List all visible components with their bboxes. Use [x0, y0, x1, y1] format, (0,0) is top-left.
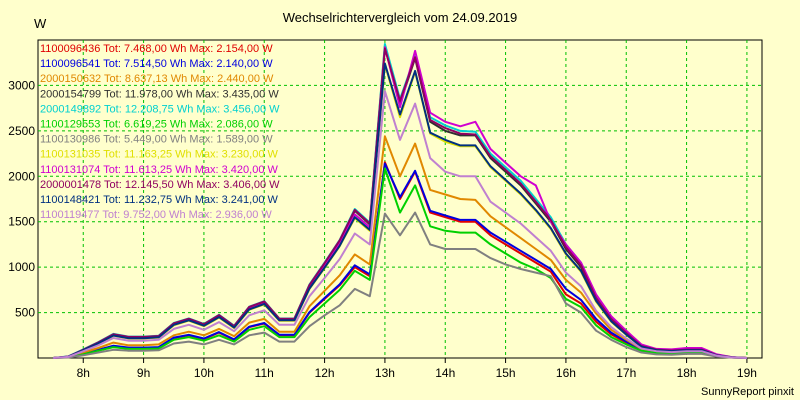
legend-entry-9: 1100131074 Tot: 11.613,25 Wh Max: 3.420,…	[40, 164, 279, 176]
legend-entry-8: 1100131035 Tot: 11.163,25 Wh Max: 3.230,…	[40, 149, 279, 161]
series-line-7	[53, 211, 747, 359]
x-tick-label: 8h	[77, 366, 90, 380]
legend-entry-2: 1100096541 Tot: 7.514,50 Wh Max: 2.140,0…	[40, 58, 273, 70]
x-tick-label: 9h	[137, 366, 150, 380]
x-tick-label: 17h	[616, 366, 636, 380]
y-tick-label: 3000	[8, 78, 35, 92]
y-tick-label: 2000	[8, 169, 35, 183]
x-tick-label: 11h	[255, 366, 274, 380]
y-tick-label: 2500	[8, 124, 35, 138]
x-tick-label: 13h	[375, 366, 395, 380]
x-tick-label: 15h	[496, 366, 516, 380]
legend-entry-11: 1100148421 Tot: 11.232,75 Wh Max: 3.241,…	[40, 194, 279, 206]
x-tick-label: 10h	[194, 366, 214, 380]
y-axis-unit-label: W	[34, 16, 47, 31]
legend-entry-10: 2000001478 Tot: 12.145,50 Wh Max: 3.406,…	[40, 179, 280, 191]
x-tick-label: 18h	[677, 366, 697, 380]
series-line-2	[53, 162, 747, 359]
x-tick-label: 19h	[737, 366, 757, 380]
legend-entry-4: 2000154799 Tot: 11.978,00 Wh Max: 3.435,…	[40, 88, 279, 100]
legend-entry-1: 1100096436 Tot: 7.468,00 Wh Max: 2.154,0…	[40, 43, 273, 55]
legend-entry-12: 1100119477 Tot: 9.752,00 Wh Max: 2.936,0…	[40, 209, 272, 221]
y-tick-label: 500	[15, 306, 35, 320]
chart-title: Wechselrichtervergleich vom 24.09.2019	[282, 10, 518, 25]
series-line-11	[53, 62, 747, 359]
x-tick-label: 16h	[556, 366, 576, 380]
x-tick-label: 14h	[435, 366, 455, 380]
legend-entry-6: 1100129553 Tot: 6.619,25 Wh Max: 2.086,0…	[40, 119, 273, 131]
x-tick-label: 12h	[315, 366, 335, 380]
footer-credit: SunnyReport pinxit	[701, 386, 794, 398]
y-tick-label: 1500	[8, 215, 35, 229]
series-line-6	[53, 167, 747, 359]
legend-entry-5: 2000149892 Tot: 12.208,75 Wh Max: 3.456,…	[40, 103, 280, 115]
legend-entry-3: 2000150632 Tot: 8.637,13 Wh Max: 2.440,0…	[40, 73, 274, 85]
series-line-12	[53, 90, 747, 359]
legend-entry-7: 1100130986 Tot: 5.449,00 Wh Max: 1.589,0…	[40, 134, 273, 146]
y-tick-label: 1000	[8, 260, 35, 274]
